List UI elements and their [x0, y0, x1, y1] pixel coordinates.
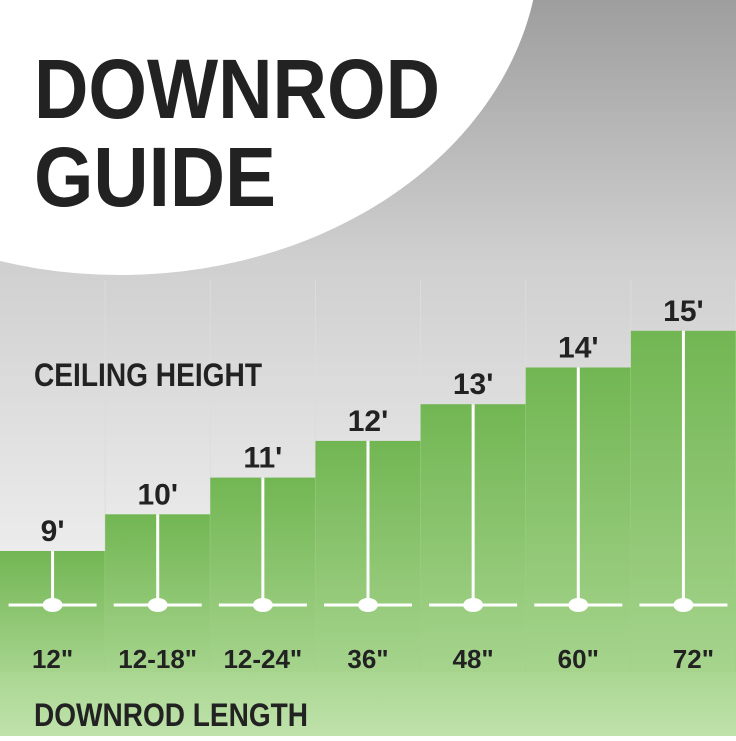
category-label: 12-24"	[223, 644, 302, 674]
ceiling-fan-icon	[639, 330, 728, 612]
value-label: 12'	[348, 405, 389, 438]
category-label: 36"	[347, 644, 388, 674]
value-label: 10'	[137, 478, 178, 511]
title-line2: GUIDE	[34, 130, 276, 224]
ceiling-fan-icon	[534, 367, 623, 612]
ceiling-fan-icon	[429, 404, 518, 612]
title-line1: DOWNROD	[34, 42, 440, 136]
ceiling-fan-icon	[8, 551, 97, 612]
category-label: 48"	[453, 644, 494, 674]
title-backdrop	[0, 0, 534, 275]
y-axis-label: CEILING HEIGHT	[34, 357, 262, 393]
category-label: 12-18"	[118, 644, 197, 674]
category-label: 12"	[32, 644, 73, 674]
category-label: 60"	[558, 644, 599, 674]
value-label: 14'	[558, 332, 599, 365]
ceiling-fan-icon	[324, 440, 412, 612]
ceiling-fan-icon	[218, 477, 307, 612]
ceiling-fan-icon	[113, 514, 202, 612]
value-label: 9'	[41, 515, 65, 548]
value-label: 15'	[663, 295, 704, 328]
value-label: 13'	[453, 368, 494, 401]
value-label: 11'	[243, 442, 282, 475]
bottom-band	[0, 672, 736, 736]
x-axis-label: DOWNROD LENGTH	[34, 697, 308, 733]
category-label: 72"	[673, 644, 714, 674]
